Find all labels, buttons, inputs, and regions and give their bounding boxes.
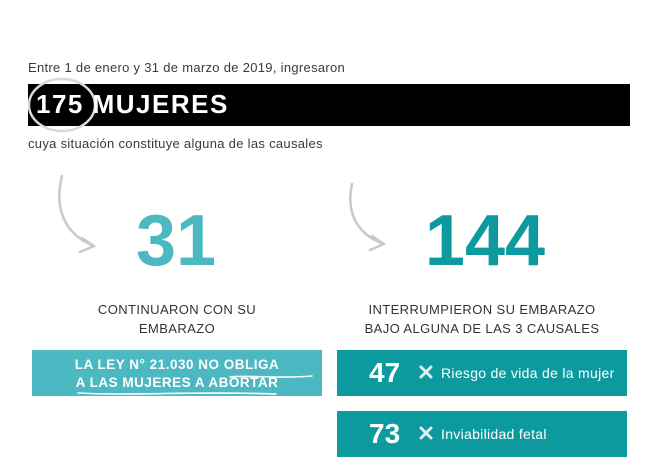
headline-bar: 175 MUJERES [27, 77, 630, 133]
causal-row: 73 Inviabilidad fetal [337, 411, 627, 457]
headline-label: MUJERES [92, 89, 229, 119]
causal-label: Inviabilidad fetal [441, 426, 547, 442]
continued-count: 31 [135, 201, 217, 281]
law-box: LA LEY N° 21.030 NO OBLIGA A LAS MUJERES… [32, 350, 322, 396]
causal-label: Riesgo de vida de la mujer [441, 365, 615, 381]
causal-count: 47 [369, 357, 401, 388]
causal-row: 47 Riesgo de vida de la mujer [337, 350, 627, 396]
headline-number: 175 [36, 89, 84, 119]
cross-icon [419, 365, 433, 379]
law-text: LA LEY N° 21.030 NO OBLIGA A LAS MUJERES… [74, 357, 280, 390]
causal-count: 73 [369, 418, 401, 449]
underline-icon [77, 392, 277, 395]
curved-arrow-icon [349, 182, 386, 252]
underline-icon [229, 375, 313, 378]
intro-text: Entre 1 de enero y 31 de marzo de 2019, … [28, 60, 346, 75]
continued-caption: CONTINUARON CON SU EMBARAZO [97, 302, 257, 336]
subtitle-text: cuya situación constituye alguna de las … [28, 136, 323, 151]
interrupted-caption: INTERRUMPIERON SU EMBARAZO BAJO ALGUNA D… [364, 302, 600, 336]
highlight-circle-icon [27, 77, 97, 133]
interrupted-count: 144 [424, 201, 546, 281]
cross-icon [419, 426, 433, 440]
curved-arrow-icon [58, 174, 96, 254]
